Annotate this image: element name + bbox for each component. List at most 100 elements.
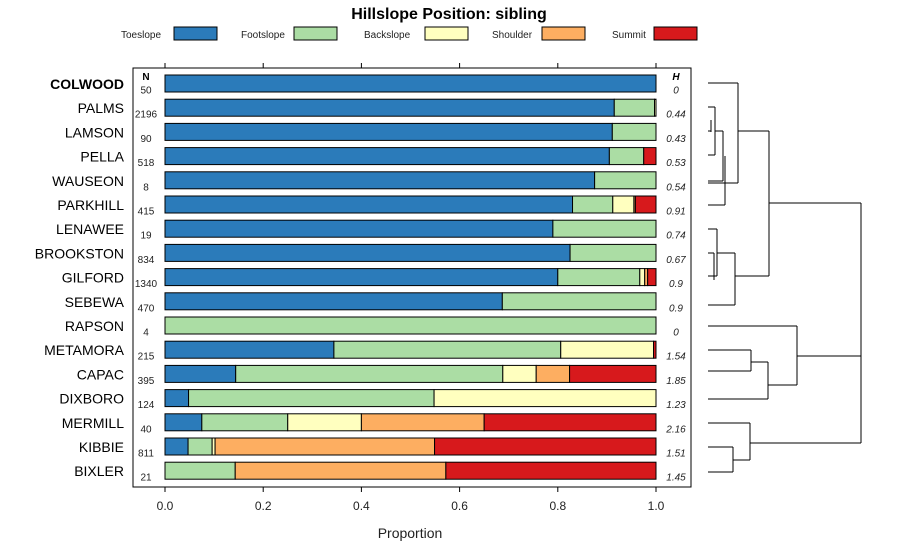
bar-segment-parkhill-summit: [634, 195, 657, 214]
bar-segment-palms-footslope: [613, 98, 656, 117]
row-h-sebewa: 0.9: [669, 303, 683, 314]
chart-title: Hillslope Position: sibling: [351, 6, 547, 23]
row-n-lamson: 90: [140, 134, 152, 145]
row-n-sebewa: 470: [138, 303, 155, 314]
row-label-gilford: GILFORD: [62, 270, 124, 286]
bar-segment-mermill-shoulder: [360, 413, 485, 432]
bar-segment-metamora-toeslope: [164, 340, 335, 359]
row-h-pella: 0.53: [666, 158, 686, 169]
row-label-bixler: BIXLER: [74, 463, 124, 479]
bar-segment-kibbie-footslope: [187, 437, 213, 456]
legend-swatch-toeslope: [173, 26, 218, 41]
row-rapson: RAPSON 4 0: [65, 316, 679, 339]
bar-segment-mermill-toeslope: [164, 413, 203, 432]
row-n-colwood: 50: [140, 86, 152, 97]
bar-segment-capac-toeslope: [164, 364, 237, 383]
bar-segment-gilford-toeslope: [164, 268, 559, 287]
legend-swatch-backslope: [424, 26, 469, 41]
n-column-header: N: [142, 72, 149, 83]
row-n-gilford: 1340: [135, 279, 158, 290]
row-parkhill: PARKHILL 415 0.91: [57, 195, 686, 218]
plot-frame: [132, 67, 692, 488]
bar-segment-parkhill-toeslope: [164, 195, 574, 214]
x-tick-label-4: 0.8: [549, 499, 566, 513]
bar-segment-gilford-backslope: [639, 268, 646, 287]
bar-segment-gilford-footslope: [557, 268, 641, 287]
h-column-header: H: [672, 72, 680, 83]
bar-segment-bixler-summit: [445, 461, 657, 480]
x-tick-label-1: 0.2: [255, 499, 272, 513]
row-n-mermill: 40: [140, 424, 152, 435]
row-n-palms: 2196: [135, 110, 158, 121]
row-n-capac: 395: [138, 376, 155, 387]
row-label-colwood: COLWOOD: [50, 76, 124, 92]
row-brookston: BROOKSTON 834 0.67: [35, 243, 686, 266]
row-h-rapson: 0: [673, 328, 679, 339]
bar-segment-kibbie-toeslope: [164, 437, 189, 456]
bar-segment-dixboro-footslope: [188, 389, 435, 408]
row-n-rapson: 4: [143, 328, 149, 339]
bar-segment-capac-shoulder: [535, 364, 571, 383]
row-dixboro: DIXBORO 124 1.23: [59, 389, 686, 411]
bar-segment-metamora-backslope: [560, 340, 655, 359]
bar-segment-capac-summit: [569, 364, 657, 383]
bar-segment-bixler-shoulder: [234, 461, 447, 480]
row-bixler: BIXLER 21 1.45: [74, 461, 686, 484]
bar-segment-bixler-footslope: [164, 461, 236, 480]
row-label-dixboro: DIXBORO: [59, 391, 124, 407]
legend-swatch-footslope: [293, 26, 338, 41]
bar-segment-lamson-footslope: [611, 122, 657, 141]
row-wauseon: WAUSEON 8 0.54: [52, 171, 686, 193]
bar-segment-parkhill-footslope: [572, 195, 614, 214]
bar-segment-dixboro-toeslope: [164, 389, 190, 408]
row-label-mermill: MERMILL: [62, 415, 124, 431]
row-n-dixboro: 124: [138, 400, 155, 411]
row-label-kibbie: KIBBIE: [79, 439, 124, 455]
bar-segment-mermill-summit: [483, 413, 657, 432]
bar-segment-capac-footslope: [235, 364, 504, 383]
x-tick-label-0: 0.0: [157, 499, 174, 513]
row-n-wauseon: 8: [143, 182, 149, 193]
bar-segment-pella-footslope: [608, 147, 645, 166]
bar-segment-pella-summit: [643, 147, 657, 166]
row-h-mermill: 2.16: [665, 424, 686, 435]
row-label-lenawee: LENAWEE: [56, 221, 124, 237]
row-lenawee: LENAWEE 19 0.74: [56, 219, 686, 242]
bar-segment-metamora-footslope: [333, 340, 562, 359]
row-label-palms: PALMS: [78, 100, 124, 116]
row-h-gilford: 0.9: [669, 279, 683, 290]
bar-segment-pella-toeslope: [164, 147, 610, 166]
row-sebewa: SEBEWA 470 0.9: [65, 292, 683, 314]
bar-segment-kibbie-summit: [434, 437, 657, 456]
row-gilford: GILFORD 1340 0.9: [62, 268, 683, 290]
row-h-metamora: 1.54: [666, 352, 686, 363]
row-label-rapson: RAPSON: [65, 318, 124, 334]
row-n-pella: 518: [138, 158, 155, 169]
row-kibbie: KIBBIE 811 1.51: [79, 437, 686, 460]
row-n-metamora: 215: [138, 352, 155, 363]
row-h-bixler: 1.45: [666, 473, 686, 484]
bar-segment-lenawee-toeslope: [164, 219, 554, 238]
legend-swatch-shoulder: [541, 26, 586, 41]
x-axis-label: Proportion: [378, 525, 443, 541]
bar-segment-brookston-footslope: [569, 243, 657, 262]
x-tick-label-3: 0.6: [451, 499, 468, 513]
row-label-brookston: BROOKSTON: [35, 245, 124, 261]
legend-label-toeslope: Toeslope: [121, 30, 161, 41]
row-h-kibbie: 1.51: [666, 449, 685, 460]
bar-segment-mermill-footslope: [201, 413, 289, 432]
bar-segment-lamson-toeslope: [164, 122, 613, 141]
row-n-bixler: 21: [140, 473, 152, 484]
bar-segment-colwood-toeslope: [164, 74, 657, 93]
bar-segment-metamora-summit: [653, 340, 657, 359]
row-label-wauseon: WAUSEON: [52, 173, 124, 189]
legend: Toeslope Footslope Backslope Shoulder Summit: [121, 26, 698, 41]
rows: COLWOOD 50 0 PALMS 2196 0.44 LAMSON 90 0.43 PELLA…: [35, 74, 686, 484]
row-h-dixboro: 1.23: [666, 400, 686, 411]
row-n-kibbie: 811: [138, 449, 154, 460]
row-n-lenawee: 19: [140, 231, 152, 242]
row-label-lamson: LAMSON: [65, 124, 124, 140]
bar-segment-rapson-footslope: [164, 316, 657, 335]
row-palms: PALMS 2196 0.44: [78, 98, 686, 121]
